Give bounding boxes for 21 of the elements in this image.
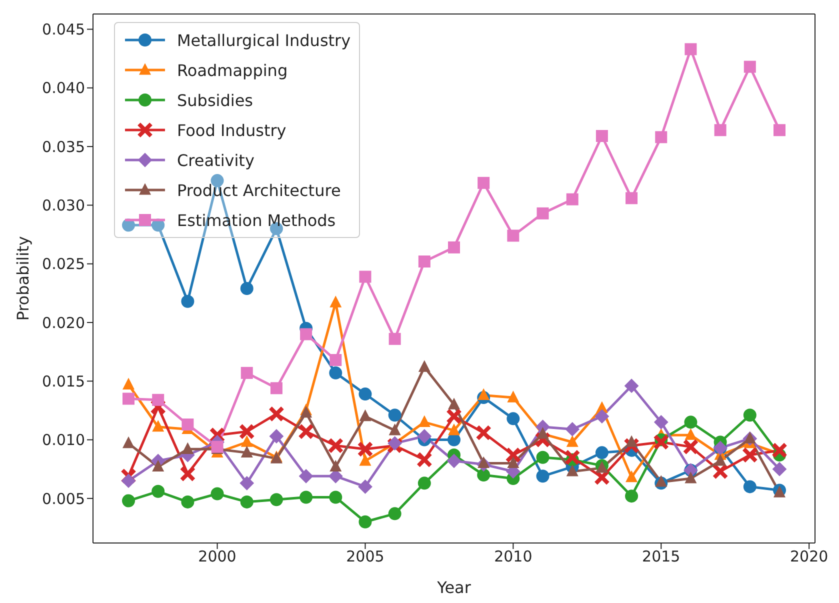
- y-tick-label: 0.045: [42, 20, 85, 39]
- legend-label: Creativity: [177, 150, 254, 170]
- x-tick-label: 2015: [642, 548, 680, 566]
- y-tick-label: 0.005: [42, 490, 85, 508]
- x-tick-label: 2010: [494, 548, 532, 566]
- legend-label: Subsidies: [177, 90, 254, 110]
- y-axis-title: Probability: [14, 236, 33, 321]
- y-tick-label: 0.040: [42, 79, 85, 98]
- y-tick-label: 0.030: [42, 196, 85, 215]
- y-tick-label: 0.020: [42, 314, 85, 332]
- y-tick-label: 0.035: [42, 138, 85, 156]
- x-tick-label: 2000: [198, 548, 236, 566]
- y-tick-label: 0.010: [42, 431, 85, 450]
- legend-label: Metallurgical Industry: [177, 30, 351, 50]
- legend-label: Food Industry: [177, 120, 286, 140]
- x-tick-label: 2005: [346, 548, 384, 566]
- y-tick-label: 0.015: [42, 372, 85, 390]
- legend-label: Roadmapping: [177, 60, 288, 80]
- y-tick-label: 0.025: [42, 255, 85, 274]
- x-axis-title: Year: [436, 578, 472, 597]
- x-tick-label: 2020: [790, 548, 828, 566]
